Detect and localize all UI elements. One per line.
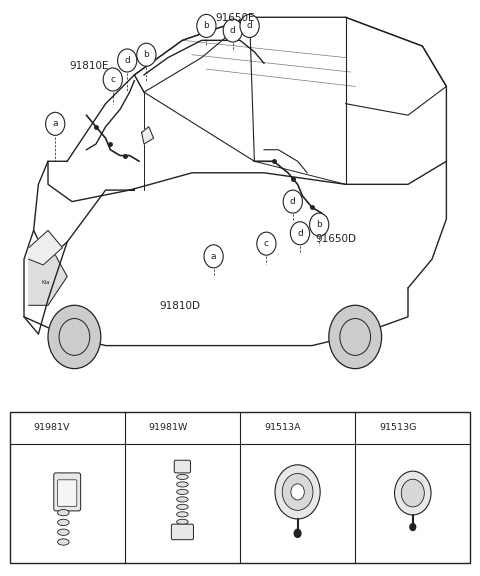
Ellipse shape: [58, 509, 69, 516]
Circle shape: [290, 222, 310, 245]
Bar: [10, 412, 470, 563]
Text: 91513A: 91513A: [264, 423, 300, 432]
Text: d: d: [124, 56, 130, 65]
Circle shape: [401, 479, 424, 507]
Circle shape: [197, 14, 216, 37]
Circle shape: [283, 190, 302, 213]
FancyBboxPatch shape: [171, 524, 193, 540]
Ellipse shape: [177, 520, 188, 524]
Polygon shape: [142, 127, 154, 144]
Text: c: c: [249, 423, 252, 432]
Circle shape: [137, 43, 156, 66]
Circle shape: [410, 524, 416, 530]
Circle shape: [329, 305, 382, 369]
Text: b: b: [316, 220, 322, 229]
Text: d: d: [230, 26, 236, 35]
Text: a: a: [18, 423, 23, 432]
Ellipse shape: [58, 529, 69, 536]
Text: d: d: [297, 229, 303, 238]
Text: 91650E: 91650E: [216, 13, 255, 24]
Text: b: b: [133, 423, 138, 432]
Text: a: a: [52, 119, 58, 128]
Circle shape: [204, 245, 223, 268]
Circle shape: [275, 465, 320, 519]
Ellipse shape: [177, 511, 188, 517]
Ellipse shape: [177, 505, 188, 509]
Ellipse shape: [58, 520, 69, 525]
FancyBboxPatch shape: [54, 473, 81, 511]
Circle shape: [291, 484, 304, 500]
Circle shape: [118, 49, 137, 72]
Ellipse shape: [177, 490, 188, 494]
Circle shape: [243, 418, 258, 437]
Ellipse shape: [177, 475, 188, 479]
Circle shape: [223, 19, 242, 42]
Circle shape: [282, 473, 313, 510]
Ellipse shape: [177, 482, 188, 487]
Circle shape: [103, 68, 122, 91]
Circle shape: [395, 471, 431, 515]
Circle shape: [294, 529, 301, 537]
Circle shape: [48, 305, 101, 369]
Text: d: d: [290, 197, 296, 206]
Ellipse shape: [177, 497, 188, 502]
Text: 91513G: 91513G: [379, 423, 417, 432]
Circle shape: [257, 232, 276, 255]
Ellipse shape: [177, 526, 188, 532]
Text: 91650D: 91650D: [315, 234, 357, 244]
Text: a: a: [211, 252, 216, 261]
Text: 91981W: 91981W: [149, 423, 188, 432]
Polygon shape: [29, 230, 62, 265]
Text: c: c: [264, 239, 269, 248]
Text: b: b: [204, 21, 209, 31]
Circle shape: [12, 418, 28, 437]
Text: 91981V: 91981V: [34, 423, 70, 432]
Text: d: d: [247, 21, 252, 31]
Polygon shape: [29, 242, 67, 305]
Circle shape: [128, 418, 143, 437]
FancyBboxPatch shape: [174, 460, 191, 473]
Circle shape: [46, 112, 65, 135]
Text: 91810D: 91810D: [159, 301, 201, 312]
Text: d: d: [363, 423, 368, 432]
Circle shape: [310, 213, 329, 236]
Text: b: b: [144, 50, 149, 59]
Text: c: c: [110, 75, 115, 84]
Text: Kia: Kia: [41, 280, 50, 285]
Circle shape: [240, 14, 259, 37]
FancyBboxPatch shape: [58, 480, 77, 506]
Ellipse shape: [58, 539, 69, 545]
Circle shape: [358, 418, 373, 437]
Text: 91810E: 91810E: [69, 61, 108, 71]
